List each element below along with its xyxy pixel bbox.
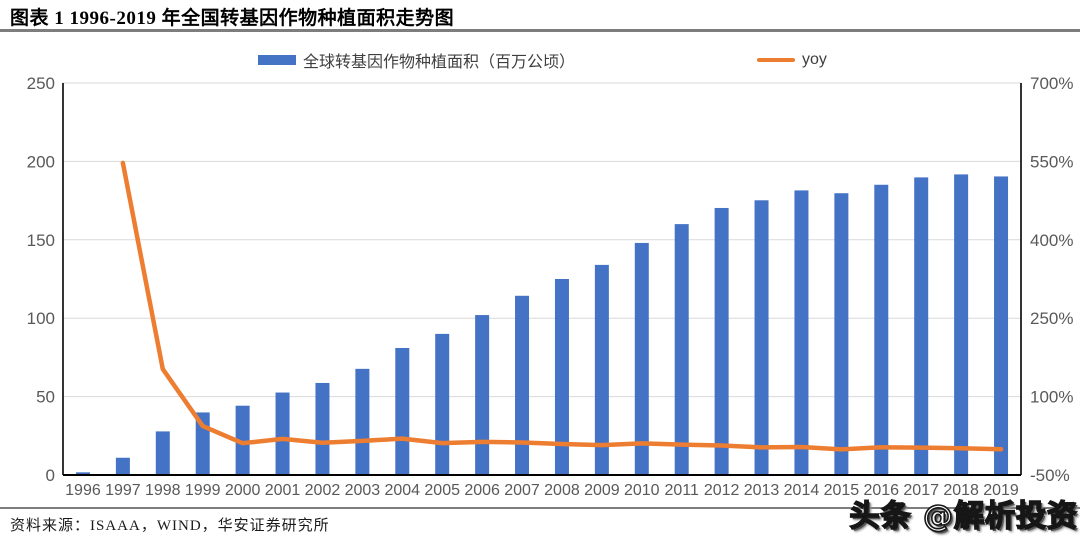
x-tick-2006: 2006 [464,482,500,499]
right-tick-100: 100% [1030,388,1073,407]
x-tick-1998: 1998 [145,482,181,499]
legend-label-yoy: yoy [802,51,827,68]
x-tick-2013: 2013 [744,482,780,499]
bar-2018 [954,174,969,475]
legend-item-area: 全球转基因作物种植面积（百万公顷） [258,50,576,71]
x-tick-1996: 1996 [65,482,101,499]
x-tick-2000: 2000 [225,482,261,499]
bar-2010 [634,242,649,475]
left-tick-100: 100 [27,309,55,328]
line-series-swatch-icon [757,58,795,62]
x-tick-2016: 2016 [863,482,899,499]
bar-2005 [435,333,450,475]
x-tick-2018: 2018 [943,482,979,499]
yoy-line [120,160,1004,452]
x-tick-2005: 2005 [424,482,460,499]
legend-item-yoy: yoy [757,50,827,70]
bar-series-swatch-icon [258,55,296,65]
left-tick-50: 50 [36,388,55,407]
bar-2002 [315,382,330,475]
right-tick-400: 400% [1030,231,1073,250]
x-tick-2003: 2003 [345,482,381,499]
right-tick-700: 700% [1030,74,1073,93]
bar-2011 [674,224,689,475]
x-tick-2004: 2004 [384,482,420,499]
bar-2006 [475,315,490,475]
figure-title: 图表 1 1996-2019 年全国转基因作物种植面积走势图 [10,8,455,29]
bar-2000 [235,405,250,475]
watermark: 头条 @解析投资 [849,498,1078,535]
source-note: 资料来源：ISAAA，WIND，华安证券研究所 [10,518,330,534]
x-tick-2001: 2001 [265,482,301,499]
bar-2004 [395,347,410,475]
x-tick-2008: 2008 [544,482,580,499]
bar-2014 [794,190,809,475]
x-tick-2002: 2002 [305,482,341,499]
left-tick-200: 200 [27,152,55,171]
source-divider [0,507,1080,509]
bar-2015 [834,193,849,475]
legend-label-area: 全球转基因作物种植面积（百万公顷） [303,54,576,71]
bar-2003 [355,368,370,475]
x-tick-2015: 2015 [824,482,860,499]
bar-2016 [874,184,889,476]
x-tick-2011: 2011 [665,482,700,499]
x-tick-2017: 2017 [903,482,939,499]
right-tick-550: 550% [1030,152,1073,171]
x-tick-1999: 1999 [185,482,221,499]
x-tick-2007: 2007 [504,482,540,499]
bar-2017 [914,177,929,475]
x-tick-2010: 2010 [624,482,660,499]
x-tick-2019: 2019 [983,482,1019,499]
right-tick--50: -50% [1030,466,1070,485]
title-divider [0,29,1080,32]
x-tick-2012: 2012 [704,482,740,499]
bar-1997 [115,457,130,475]
bar-2013 [754,200,769,475]
left-tick-0: 0 [46,466,55,485]
x-tick-2009: 2009 [584,482,620,499]
right-tick-250: 250% [1030,309,1073,328]
bar-2009 [594,264,609,475]
bar-2019 [994,176,1009,475]
bar-1998 [155,431,170,475]
bar-1996 [75,472,90,475]
bar-2007 [515,295,530,475]
bar-2008 [554,279,569,475]
left-tick-250: 250 [27,74,55,93]
bar-2001 [275,392,290,475]
x-tick-2014: 2014 [784,482,820,499]
bar-2012 [714,207,729,475]
left-tick-150: 150 [27,231,55,250]
x-tick-1997: 1997 [105,482,141,499]
